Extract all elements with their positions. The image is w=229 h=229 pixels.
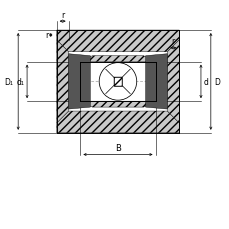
Text: r: r — [61, 11, 64, 20]
Polygon shape — [57, 41, 68, 123]
Text: D₁: D₁ — [4, 78, 13, 87]
Text: d₁: d₁ — [16, 78, 24, 87]
Text: r: r — [149, 67, 153, 76]
Polygon shape — [68, 55, 90, 110]
Bar — [113, 78, 122, 87]
Polygon shape — [80, 57, 155, 62]
Polygon shape — [80, 102, 155, 108]
Text: r: r — [171, 37, 174, 46]
Text: B: B — [114, 143, 120, 152]
Polygon shape — [145, 55, 167, 110]
Text: D: D — [213, 78, 219, 87]
Polygon shape — [57, 31, 178, 52]
Text: d: d — [203, 78, 208, 87]
Polygon shape — [57, 112, 178, 133]
Bar — [113, 78, 122, 87]
Circle shape — [99, 63, 136, 101]
Polygon shape — [167, 41, 178, 123]
Polygon shape — [147, 62, 155, 102]
Text: r: r — [45, 31, 49, 40]
Polygon shape — [80, 62, 88, 102]
